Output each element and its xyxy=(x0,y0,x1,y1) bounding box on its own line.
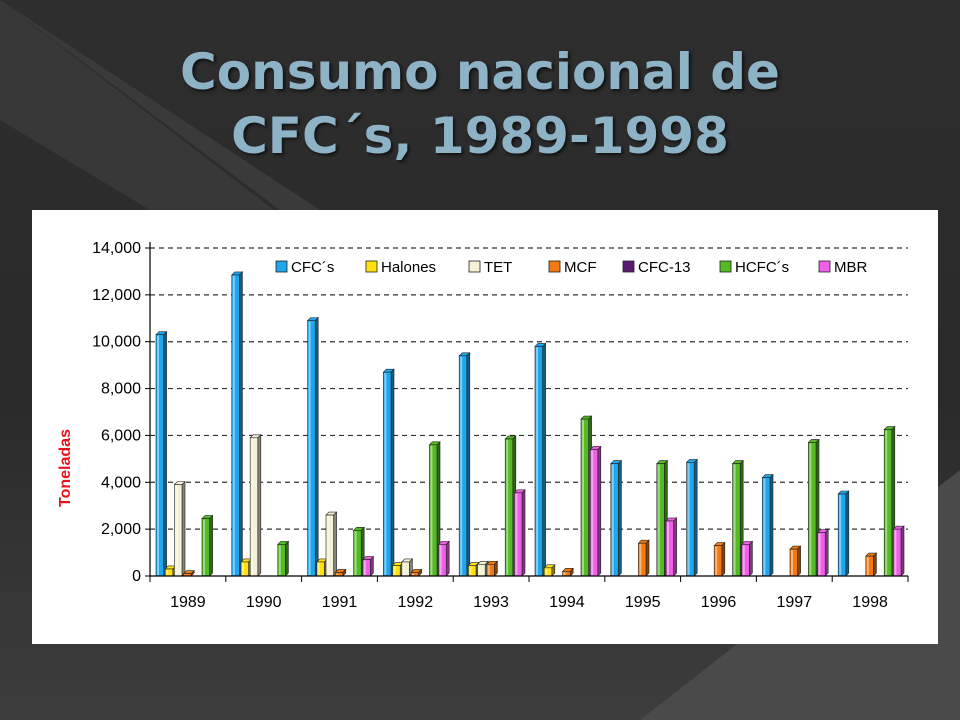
legend-entry-CFC-13: CFC-13 xyxy=(622,259,691,276)
legend-swatch xyxy=(275,260,288,273)
bar-1994-MBR xyxy=(589,445,602,577)
axes: 0 2,000 4,000 6,000 8,000 10,000 12,000 14,000 1… xyxy=(92,240,909,611)
bar-1998-MCF xyxy=(865,552,878,577)
x-tick-label: 1995 xyxy=(625,594,661,611)
bar-1992-CFC´s xyxy=(382,368,395,577)
x-tick-label: 1990 xyxy=(246,594,282,611)
legend-label: Halones xyxy=(381,259,436,276)
y-tick-label: 8,000 xyxy=(101,381,141,398)
title-line-2: CFC´s, 1989-1998 xyxy=(231,107,729,165)
legend-entry-MBR: MBR xyxy=(818,259,868,276)
title-line-1: Consumo nacional de xyxy=(180,43,780,101)
bar-1996-MBR xyxy=(741,540,754,577)
gridlines xyxy=(150,247,908,530)
legend-entry-MCF: MCF xyxy=(548,259,597,276)
legend-label: MBR xyxy=(834,259,868,276)
x-tick-label: 1994 xyxy=(549,594,585,611)
chart-panel: 0 2,000 4,000 6,000 8,000 10,000 12,000 14,000 1… xyxy=(32,210,938,644)
bar-1997-MBR xyxy=(816,528,829,577)
x-tick-label: 1992 xyxy=(398,594,434,611)
y-tick-label: 6,000 xyxy=(101,427,141,444)
bars xyxy=(155,271,905,577)
bar-1990-TET xyxy=(249,434,262,577)
bar-1997-CFC´s xyxy=(761,473,774,577)
bar-1996-MCF xyxy=(713,541,726,577)
bar-1994-MCF xyxy=(561,567,574,577)
bar-1991-MBR xyxy=(362,555,375,577)
bar-1998-CFC´s xyxy=(837,490,850,577)
y-tick-label: 12,000 xyxy=(92,287,141,304)
legend-label: MCF xyxy=(564,259,597,276)
legend-entry-Halones: Halones xyxy=(365,259,436,276)
bar-1995-MCF xyxy=(637,539,650,577)
x-tick-label: 1991 xyxy=(322,594,358,611)
x-tick-label: 1998 xyxy=(852,594,888,611)
y-tick-label: 14,000 xyxy=(92,240,141,257)
legend-entry-TET: TET xyxy=(468,259,512,276)
bar-1992-MBR xyxy=(437,540,450,577)
y-tick-label: 0 xyxy=(132,568,141,585)
y-tick-label: 10,000 xyxy=(92,334,141,351)
x-tick-label: 1996 xyxy=(701,594,737,611)
y-tick-label: 4,000 xyxy=(101,474,141,491)
bar-1989-CFC´s xyxy=(155,330,168,577)
legend-swatch xyxy=(719,260,732,273)
bar-1989-MCF xyxy=(182,569,195,577)
bar-1995-CFC´s xyxy=(610,459,623,577)
legend-label: CFC-13 xyxy=(638,259,691,276)
bar-1993-MCF xyxy=(486,560,499,577)
bar-1998-MBR xyxy=(892,525,905,577)
bar-1989-TET xyxy=(173,480,186,577)
legend-label: TET xyxy=(484,259,512,276)
legend-swatch xyxy=(818,260,831,273)
legend-entry-HCFC´s: HCFC´s xyxy=(719,259,789,276)
legend: CFC´s Halones TET MCF CFC-13 HCFC´s MBR xyxy=(275,259,868,276)
bar-1990-HCFC´s xyxy=(277,540,290,577)
bar-1994-CFC´s xyxy=(534,342,547,577)
page-title: Consumo nacional de CFC´s, 1989-1998 xyxy=(120,40,840,168)
bar-1993-CFC´s xyxy=(458,352,471,577)
x-tick-label: 1997 xyxy=(777,594,813,611)
legend-label: HCFC´s xyxy=(735,259,789,276)
legend-swatch xyxy=(622,260,635,273)
x-tick-label: 1993 xyxy=(473,594,509,611)
bar-1996-CFC´s xyxy=(685,458,698,577)
bar-1991-TET xyxy=(325,511,338,577)
bar-1991-CFC´s xyxy=(306,316,319,577)
legend-label: CFC´s xyxy=(291,259,334,276)
bar-1989-HCFC´s xyxy=(201,514,214,577)
x-tick-label: 1989 xyxy=(170,594,206,611)
legend-swatch xyxy=(468,260,481,273)
bar-1990-CFC´s xyxy=(231,271,244,577)
legend-entry-CFC´s: CFC´s xyxy=(275,259,334,276)
bar-1997-MCF xyxy=(789,545,802,577)
bar-chart: 0 2,000 4,000 6,000 8,000 10,000 12,000 14,000 1… xyxy=(57,240,909,611)
bar-1994-Halones xyxy=(543,564,556,577)
y-axis-label: Toneladas xyxy=(57,429,74,507)
bar-1995-MBR xyxy=(665,517,678,577)
legend-swatch xyxy=(365,260,378,273)
y-tick-label: 2,000 xyxy=(101,521,141,538)
legend-swatch xyxy=(548,260,561,273)
bar-1991-MCF xyxy=(334,568,347,577)
bar-1993-MBR xyxy=(513,489,526,577)
bar-1996-HCFC´s xyxy=(731,459,744,577)
